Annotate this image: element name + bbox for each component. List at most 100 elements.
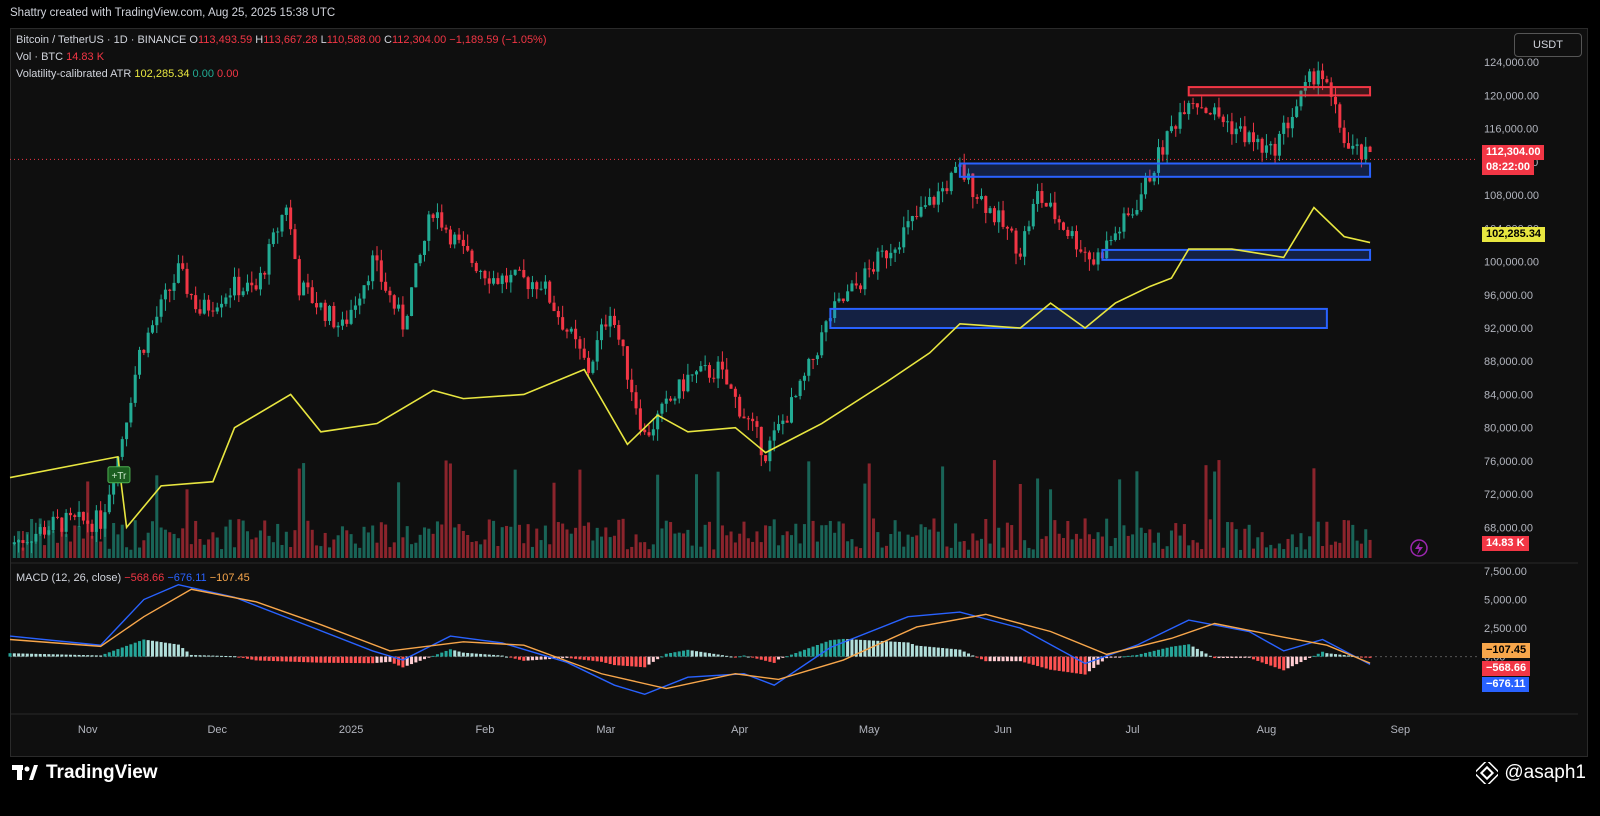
histogram-bar: [625, 656, 629, 667]
candle: [561, 317, 565, 330]
volume-bar: [103, 528, 107, 558]
histogram-bar: [945, 648, 949, 657]
histogram-bar: [941, 648, 945, 657]
volume-bar: [371, 525, 375, 558]
candle: [802, 375, 806, 381]
candle: [997, 210, 1001, 223]
histogram-bar: [535, 656, 539, 660]
volume-bar: [1174, 523, 1178, 558]
volume-bar: [362, 526, 366, 558]
histogram-bar: [530, 656, 534, 661]
histogram-bar: [574, 656, 578, 659]
candle: [392, 295, 396, 309]
histogram-bar: [233, 656, 237, 658]
atr-legend: Volatility-calibrated ATR 102,285.34 0.0…: [16, 68, 238, 80]
symbol-title[interactable]: Bitcoin / TetherUS · 1D · BINANCE: [16, 34, 187, 46]
histogram-bar: [1053, 656, 1057, 671]
candle: [267, 244, 271, 275]
volume-bar: [1364, 529, 1368, 558]
volume-bar: [617, 519, 621, 558]
candle: [764, 455, 768, 462]
volume-bar: [487, 519, 491, 558]
volume-bar: [936, 531, 940, 558]
candle: [513, 269, 517, 275]
candle: [716, 361, 720, 379]
candle: [479, 270, 483, 272]
volume-bar: [1053, 520, 1057, 558]
candle: [548, 281, 552, 303]
histogram-bar: [241, 656, 245, 658]
candle: [772, 430, 776, 441]
candle: [600, 324, 604, 341]
volume-bar: [975, 540, 979, 558]
volume-bar: [1126, 535, 1130, 558]
candle: [1325, 79, 1329, 83]
histogram-bar: [751, 656, 755, 658]
volume-bar: [392, 542, 396, 558]
macd-line: [9, 583, 1371, 696]
histogram-bar: [146, 640, 150, 657]
histogram-bar: [1109, 656, 1113, 658]
histogram-bar: [375, 656, 379, 663]
volume-bar: [854, 546, 858, 558]
macd-label[interactable]: MACD (12, 26, close): [16, 572, 122, 584]
histogram-bar: [1010, 656, 1014, 662]
histogram-bar: [1364, 656, 1368, 658]
volume-bar: [1152, 542, 1156, 558]
candle: [21, 540, 25, 543]
volume-bar: [327, 547, 332, 558]
candle: [677, 379, 681, 399]
volume-bar: [474, 541, 478, 558]
histogram-bar: [1118, 656, 1122, 658]
volume-bar: [699, 546, 703, 558]
volume-bar: [444, 460, 448, 558]
histogram-bar: [332, 656, 336, 663]
volume-bar: [1027, 547, 1031, 558]
volume-bar: [1346, 520, 1350, 558]
volume-bar: [772, 519, 776, 558]
histogram-bar: [837, 639, 841, 657]
volume-bar: [906, 534, 910, 558]
histogram-bar: [302, 656, 306, 663]
histogram-bar: [1074, 656, 1078, 674]
histogram-bar: [660, 656, 664, 658]
candle: [1165, 131, 1169, 155]
volume-bar: [12, 542, 16, 558]
volume-bar: [198, 538, 202, 558]
currency-button[interactable]: USDT: [1514, 33, 1582, 57]
candle: [660, 403, 664, 414]
histogram-bar: [30, 653, 34, 657]
candle: [323, 302, 327, 321]
candle: [1204, 107, 1208, 113]
histogram-bar: [988, 656, 992, 662]
volume-bar: [280, 544, 284, 558]
atr-label[interactable]: Volatility-calibrated ATR: [16, 68, 132, 80]
chart-canvas[interactable]: 124,000.00120,000.00116,000.00112,000.00…: [0, 0, 1600, 757]
volume-bar: [759, 542, 763, 558]
histogram-bar: [47, 654, 51, 657]
volume-bar: [1105, 518, 1109, 558]
volume-bar: [315, 545, 319, 558]
candle: [1286, 122, 1290, 129]
volume-bar: [1096, 532, 1100, 558]
candle: [673, 398, 677, 401]
histogram-bar: [884, 641, 888, 657]
candle: [340, 319, 344, 326]
histogram-bar: [699, 651, 703, 657]
candle: [1005, 226, 1009, 229]
tradingview-logo[interactable]: TradingView: [12, 762, 158, 784]
volume-label[interactable]: Vol · BTC: [16, 51, 64, 63]
volume-bar: [910, 536, 914, 558]
candle: [1156, 147, 1161, 173]
volume-bar: [194, 520, 198, 558]
histogram-bar: [815, 644, 819, 657]
macd-histogram: [8, 638, 1372, 675]
volume-bar: [94, 531, 98, 558]
time-tick-label: 2025: [339, 724, 363, 736]
volume-bar: [410, 544, 414, 558]
candle: [552, 302, 556, 312]
volume-bar: [500, 527, 504, 558]
candle: [945, 188, 949, 192]
volume-bar: [625, 549, 629, 558]
candle: [941, 188, 945, 192]
